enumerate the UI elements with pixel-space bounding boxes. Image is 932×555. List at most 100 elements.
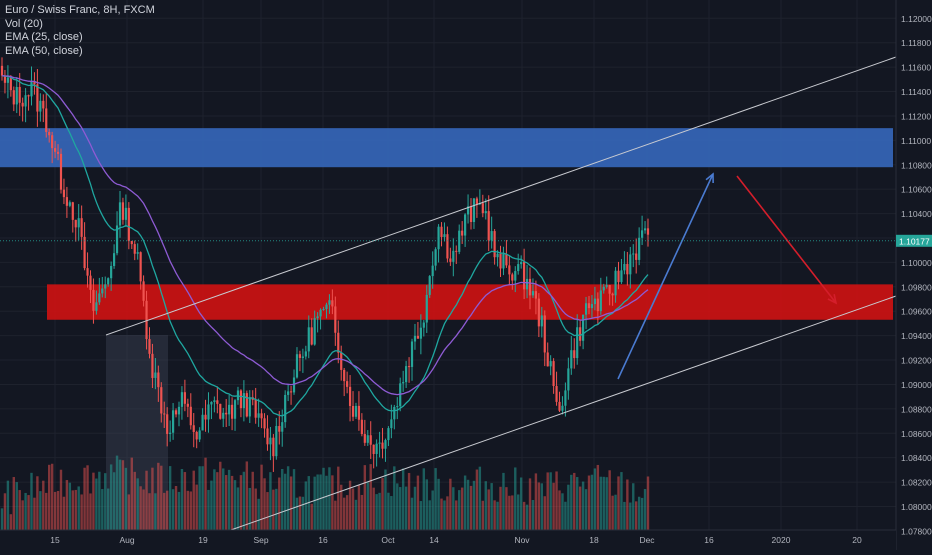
volume-bar [86, 465, 89, 530]
volume-bar [637, 496, 641, 530]
candle-body [284, 394, 287, 423]
volume-bar [106, 488, 110, 530]
volume-bar [168, 466, 172, 530]
candle-body [437, 226, 440, 250]
candle-body [269, 437, 272, 445]
candle-body [405, 366, 408, 383]
x-tick-label: 14 [429, 535, 439, 545]
volume-bar [201, 466, 204, 530]
x-tick-label: 20 [852, 535, 862, 545]
volume-bar [407, 472, 411, 530]
x-tick-label: 18 [589, 535, 599, 545]
candle-body [225, 412, 228, 415]
candle-body [517, 264, 520, 272]
candle-body [496, 253, 499, 258]
legend-ema25[interactable]: EMA (25, close) [5, 31, 83, 43]
candle-body [151, 353, 154, 378]
candle-body [366, 435, 369, 443]
volume-bar [310, 503, 313, 530]
arrow-up-head [705, 172, 714, 184]
candle-body [567, 368, 570, 391]
candle-body [27, 95, 30, 97]
y-tick-label: 1.11800 [901, 38, 931, 48]
volume-bar [540, 483, 544, 530]
candle-body [230, 404, 234, 419]
volume-bar [416, 475, 420, 530]
legend-ema50[interactable]: EMA (50, close) [5, 44, 83, 57]
y-axis: 1.12000 1.11800 1.11600 1.11400 1.11200 1.110… [895, 0, 932, 550]
volume-bar [502, 472, 505, 530]
candle-body [410, 341, 414, 367]
candle-body [65, 197, 68, 206]
candle-body [461, 230, 464, 236]
y-tick-label: 1.11600 [901, 63, 931, 73]
y-tick-label: 1.11000 [901, 136, 931, 146]
volume-bar [254, 488, 257, 530]
candle-body [608, 285, 611, 294]
candle-body [570, 350, 573, 369]
volume-bar [136, 478, 139, 530]
candle-body [422, 322, 425, 328]
price-label-bg [896, 234, 932, 247]
candle-body [266, 428, 269, 445]
candle-body [42, 100, 45, 109]
volume-bar [478, 466, 482, 530]
volume-bar [192, 470, 195, 530]
candle-body [219, 403, 222, 419]
candle-body [154, 372, 157, 378]
candle-body [635, 253, 638, 260]
volume-bar [263, 478, 266, 530]
candle-body [163, 413, 166, 415]
candle-body [416, 335, 420, 339]
candle-body [233, 400, 237, 419]
volume-bar [45, 492, 48, 530]
volume-bar [242, 471, 246, 530]
candle-body [641, 230, 644, 238]
volume-bar [596, 464, 600, 530]
candle-body [582, 314, 585, 341]
y-tick-label: 1.08200 [901, 478, 932, 488]
candle-body [115, 225, 119, 254]
candle-body [455, 250, 458, 252]
volume-bar [118, 459, 122, 530]
candle-body [546, 352, 549, 367]
volume-bar [142, 489, 145, 530]
candle-body [62, 189, 66, 198]
legend-volume[interactable]: Vol (20) [5, 17, 43, 30]
candle-body [552, 361, 555, 387]
candle-body [393, 406, 396, 420]
volume-bar [472, 480, 476, 530]
volume-bar [266, 492, 269, 530]
candle-body [77, 218, 80, 228]
candle-body [620, 270, 623, 283]
volume-bar [251, 471, 254, 530]
price-label: 1.10177 [899, 236, 930, 246]
volume-bar [101, 489, 104, 530]
candle-body [310, 327, 313, 345]
candle-body [596, 298, 599, 312]
candle-body [334, 306, 337, 333]
candle-body [413, 335, 417, 342]
volume-bar [599, 476, 603, 530]
volume-bar [576, 477, 579, 530]
candle-body [192, 425, 195, 432]
candle-body [24, 95, 27, 107]
candle-body [174, 410, 178, 415]
volume-bar [528, 478, 532, 530]
candle-body [110, 265, 113, 279]
candle-body [475, 198, 479, 204]
candle-body [602, 286, 605, 291]
volume-bar [98, 471, 101, 530]
volume-bar [112, 472, 116, 530]
candle-body [89, 275, 92, 290]
candle-body [378, 442, 381, 444]
candle-body [189, 406, 192, 426]
candle-body [464, 214, 467, 236]
volume-bar [236, 487, 240, 530]
volume-bar [109, 464, 113, 530]
volume-bar [646, 476, 650, 530]
candle-body [561, 405, 564, 411]
volume-bar [620, 472, 623, 530]
legend-title[interactable]: Euro / Swiss Franc, 8H, FXCM [5, 4, 155, 16]
